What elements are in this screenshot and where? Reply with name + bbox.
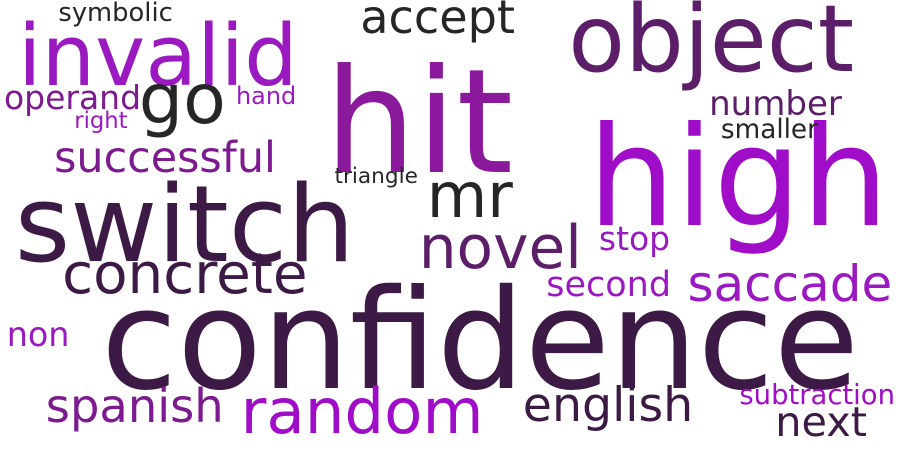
- word-concrete: concrete: [62, 241, 308, 307]
- word-triangle: triangle: [334, 163, 418, 189]
- word-smaller: smaller: [720, 114, 818, 145]
- word-symbolic: symbolic: [58, 0, 173, 28]
- word-accept: accept: [360, 0, 515, 44]
- word-confidence: confidence: [101, 259, 860, 421]
- word-go: go: [138, 59, 226, 140]
- word-stop: stop: [598, 218, 671, 258]
- word-successful: successful: [54, 132, 276, 183]
- word-spanish: spanish: [45, 379, 224, 433]
- word-switch: switch: [14, 162, 355, 287]
- word-mr: mr: [426, 158, 513, 232]
- word-right: right: [74, 107, 128, 134]
- word-hand: hand: [236, 82, 297, 110]
- word-number: number: [709, 84, 842, 124]
- word-novel: novel: [418, 213, 582, 283]
- word-high: high: [587, 96, 889, 258]
- word-non: non: [6, 314, 70, 354]
- word-operand: operand: [4, 77, 142, 117]
- word-next: next: [775, 397, 867, 446]
- word-saccade: saccade: [687, 254, 893, 313]
- word-invalid: invalid: [18, 5, 298, 105]
- word-second: second: [546, 265, 672, 305]
- word-random: random: [240, 374, 484, 448]
- word-english: english: [522, 377, 694, 433]
- word-hit: hit: [324, 39, 514, 207]
- word-subtraction: subtraction: [739, 380, 895, 411]
- word-object: object: [568, 0, 855, 93]
